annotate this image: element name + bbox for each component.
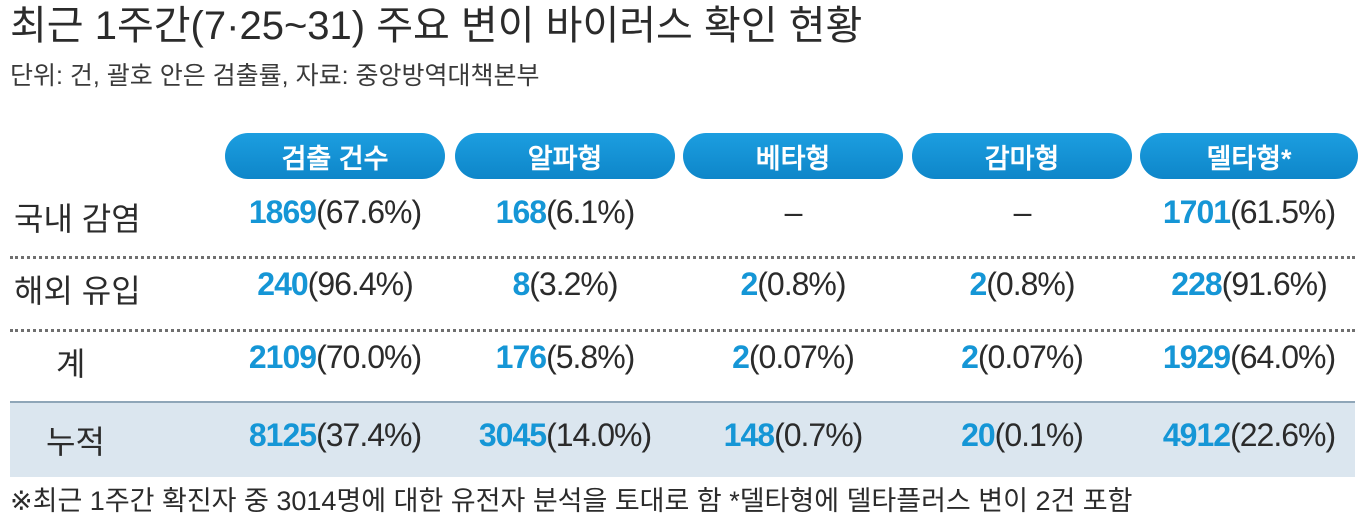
table-cell: 168(6.1%) xyxy=(450,194,680,231)
cell-count: 176 xyxy=(495,339,547,375)
cell-count: 1929 xyxy=(1162,339,1231,375)
cell-percentage: (6.1%) xyxy=(546,194,635,230)
chart-subtitle: 단위: 건, 괄호 안은 검출률, 자료: 중앙방역대책본부 xyxy=(10,62,540,90)
table-cell: 1869(67.6%) xyxy=(220,194,450,231)
footnote: ※최근 1주간 확진자 중 3014명에 대한 유전자 분석을 토대로 함 *델… xyxy=(10,486,1133,516)
cell-percentage: (96.4%) xyxy=(307,266,414,302)
table-cell: 1929(64.0%) xyxy=(1134,339,1364,376)
row-label: 해외 유입 xyxy=(14,273,141,309)
cell-count: 20 xyxy=(961,417,996,453)
row-label: 누적 xyxy=(46,424,105,460)
cell-percentage: (67.6%) xyxy=(316,194,422,230)
cell-percentage: (0.07%) xyxy=(748,339,855,375)
table-cell: 2(0.07%) xyxy=(907,339,1137,376)
cell-percentage: (37.4%) xyxy=(316,417,422,453)
table-cell: 176(5.8%) xyxy=(450,339,680,376)
row-separator xyxy=(10,329,1355,332)
cell-count: 2 xyxy=(732,339,750,375)
table-cell: 8125(37.4%) xyxy=(220,417,450,454)
cell-count: 4912 xyxy=(1162,417,1231,453)
cell-count: 168 xyxy=(495,194,547,230)
cell-count: 240 xyxy=(257,266,308,302)
table-cell: 2(0.8%) xyxy=(678,266,908,303)
cell-percentage: (0.8%) xyxy=(757,266,846,302)
row-cumulative: 누적 8125(37.4%) 3045(14.0%) 148(0.7%) 20(0.1%… xyxy=(10,417,1355,461)
table-cell: 1701(61.5%) xyxy=(1134,194,1364,231)
table-cell: – xyxy=(678,194,908,231)
table-cell: 2109(70.0%) xyxy=(220,339,450,376)
cell-percentage: (61.5%) xyxy=(1230,194,1336,230)
cell-count: 2 xyxy=(969,266,987,302)
row-separator xyxy=(10,256,1355,259)
cell-percentage: (0.8%) xyxy=(986,266,1075,302)
cell-percentage: (0.07%) xyxy=(977,339,1084,375)
row-domestic: 국내 감염 1869(67.6%) 168(6.1%) – –1701(61.5%) xyxy=(10,194,1355,238)
column-header-delta: 델타형* xyxy=(1140,133,1358,179)
table-cell: – xyxy=(907,194,1137,231)
cell-count: 1869 xyxy=(248,194,317,230)
cell-count: 148 xyxy=(723,417,775,453)
row-overseas: 해외 유입 240(96.4%) 8(3.2%) 2(0.8%) 2(0.8%) 228(… xyxy=(10,266,1355,310)
cell-count: 2 xyxy=(961,339,979,375)
table-cell: 20(0.1%) xyxy=(907,417,1137,454)
table-cell: 4912(22.6%) xyxy=(1134,417,1364,454)
cell-count: 3045 xyxy=(478,417,547,453)
chart-title: 최근 1주간(7·25~31) 주요 변이 바이러스 확인 현황 xyxy=(10,4,863,48)
cell-count: 8 xyxy=(512,266,530,302)
column-header-detections: 검출 건수 xyxy=(225,133,445,179)
cell-count: 2 xyxy=(740,266,758,302)
cell-percentage: (70.0%) xyxy=(316,339,422,375)
table-cell: 8(3.2%) xyxy=(450,266,680,303)
cell-count: 8125 xyxy=(248,417,317,453)
table-cell: 240(96.4%) xyxy=(220,266,450,303)
table-cell: 2(0.07%) xyxy=(678,339,908,376)
column-header-alpha: 알파형 xyxy=(455,133,675,179)
cell-dash: – xyxy=(784,194,803,230)
row-label: 국내 감염 xyxy=(14,201,141,237)
cell-percentage: (5.8%) xyxy=(546,339,635,375)
cell-percentage: (14.0%) xyxy=(546,417,652,453)
row-total: 계 2109(70.0%) 176(5.8%) 2(0.07%) 2(0.07%) 192… xyxy=(10,339,1355,383)
column-header-gamma: 감마형 xyxy=(912,133,1132,179)
cell-percentage: (3.2%) xyxy=(529,266,618,302)
cell-percentage: (0.1%) xyxy=(994,417,1084,453)
cell-percentage: (91.6%) xyxy=(1221,266,1328,302)
table-cell: 2(0.8%) xyxy=(907,266,1137,303)
row-label: 계 xyxy=(56,346,86,382)
table-cell: 3045(14.0%) xyxy=(450,417,680,454)
cell-dash: – xyxy=(1013,194,1032,230)
table-cell: 148(0.7%) xyxy=(678,417,908,454)
cell-percentage: (22.6%) xyxy=(1230,417,1336,453)
column-header-beta: 베타형 xyxy=(683,133,903,179)
table-cell: 228(91.6%) xyxy=(1134,266,1364,303)
cell-count: 1701 xyxy=(1162,194,1231,230)
cell-count: 228 xyxy=(1171,266,1222,302)
cell-count: 2109 xyxy=(248,339,317,375)
cumulative-row-background xyxy=(10,401,1355,477)
cell-percentage: (64.0%) xyxy=(1230,339,1336,375)
cell-percentage: (0.7%) xyxy=(774,417,863,453)
